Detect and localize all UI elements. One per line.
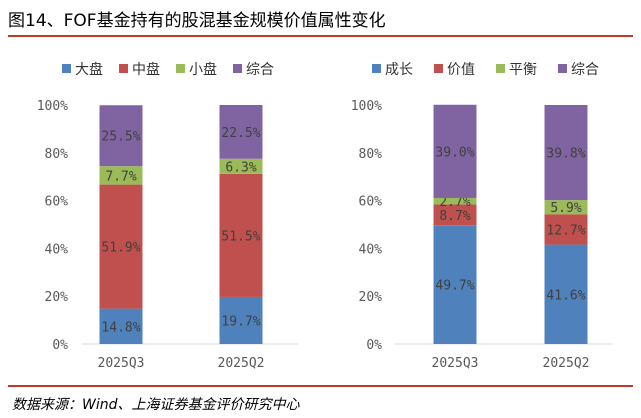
data-label: 25.5% (101, 130, 140, 145)
bar-segment (433, 204, 477, 226)
legend-swatch (496, 64, 505, 73)
bar-segment (99, 308, 143, 344)
y-tick-label: 80% (359, 147, 383, 162)
x-tick-label: 2025Q2 (543, 356, 590, 371)
y-tick-label: 20% (359, 290, 383, 305)
legend-swatch (233, 64, 242, 73)
data-label: 8.7% (439, 209, 470, 224)
y-tick-label: 20% (45, 290, 69, 305)
legend-label: 中盘 (132, 61, 160, 78)
x-tick-label: 2025Q2 (218, 356, 265, 371)
data-label: 41.6% (546, 288, 585, 303)
bar-segment (433, 197, 477, 205)
y-tick-label: 40% (45, 242, 69, 257)
legend-swatch (558, 64, 567, 73)
data-label: 51.5% (221, 229, 260, 244)
y-tick-label: 0% (366, 338, 382, 353)
bar-segment (99, 166, 143, 185)
legend-label: 小盘 (189, 61, 217, 78)
legend-label: 价值 (447, 62, 475, 78)
legend-swatch (62, 64, 71, 73)
bar-segment (433, 225, 477, 344)
x-tick-label: 2025Q3 (432, 356, 479, 371)
data-label: 6.3% (225, 160, 256, 175)
y-tick-label: 40% (359, 242, 383, 257)
legend-label: 综合 (246, 62, 274, 78)
legend-swatch (372, 64, 381, 73)
bar-segment (544, 244, 588, 344)
figure-title: 图14、FOF基金持有的股混基金规模价值属性变化 (8, 11, 386, 31)
y-tick-label: 80% (45, 147, 69, 162)
bar-segment (99, 105, 143, 167)
title-rule (8, 35, 633, 37)
legend-swatch (176, 64, 185, 73)
y-tick-label: 60% (359, 195, 383, 210)
legend-label: 成长 (385, 62, 413, 78)
data-label: 39.8% (546, 147, 585, 162)
y-tick-label: 0% (52, 338, 68, 353)
data-label: 49.7% (435, 279, 474, 294)
data-label: 7.7% (105, 169, 136, 184)
bar-segment (99, 184, 143, 309)
y-tick-label: 100% (351, 99, 382, 114)
bar-segment (219, 296, 263, 344)
bar-segment (433, 104, 477, 198)
bar-segment (219, 173, 263, 297)
legend-label: 综合 (571, 62, 599, 78)
y-tick-label: 60% (45, 195, 69, 210)
legend-swatch (119, 64, 128, 73)
bar-segment (219, 105, 263, 159)
data-label: 14.8% (101, 320, 140, 335)
data-label: 2.7% (439, 195, 470, 210)
data-label: 12.7% (546, 223, 585, 238)
bar-segment (219, 158, 263, 174)
data-label: 5.9% (550, 201, 581, 216)
data-label: 51.9% (101, 241, 140, 256)
data-label: 19.7% (221, 314, 260, 329)
y-tick-label: 100% (37, 99, 68, 114)
legend-label: 大盘 (75, 61, 103, 78)
data-label: 39.0% (435, 145, 474, 160)
data-label: 22.5% (221, 126, 260, 141)
x-tick-label: 2025Q3 (98, 356, 145, 371)
bar-segment (544, 105, 588, 201)
legend-swatch (434, 64, 443, 73)
bottom-rule (8, 385, 633, 387)
source-note: 数据来源：Wind、上海证券基金评价研究中心 (12, 397, 300, 413)
bar-segment (544, 214, 588, 245)
legend-label: 平衡 (509, 62, 537, 78)
bar-segment (544, 200, 588, 215)
